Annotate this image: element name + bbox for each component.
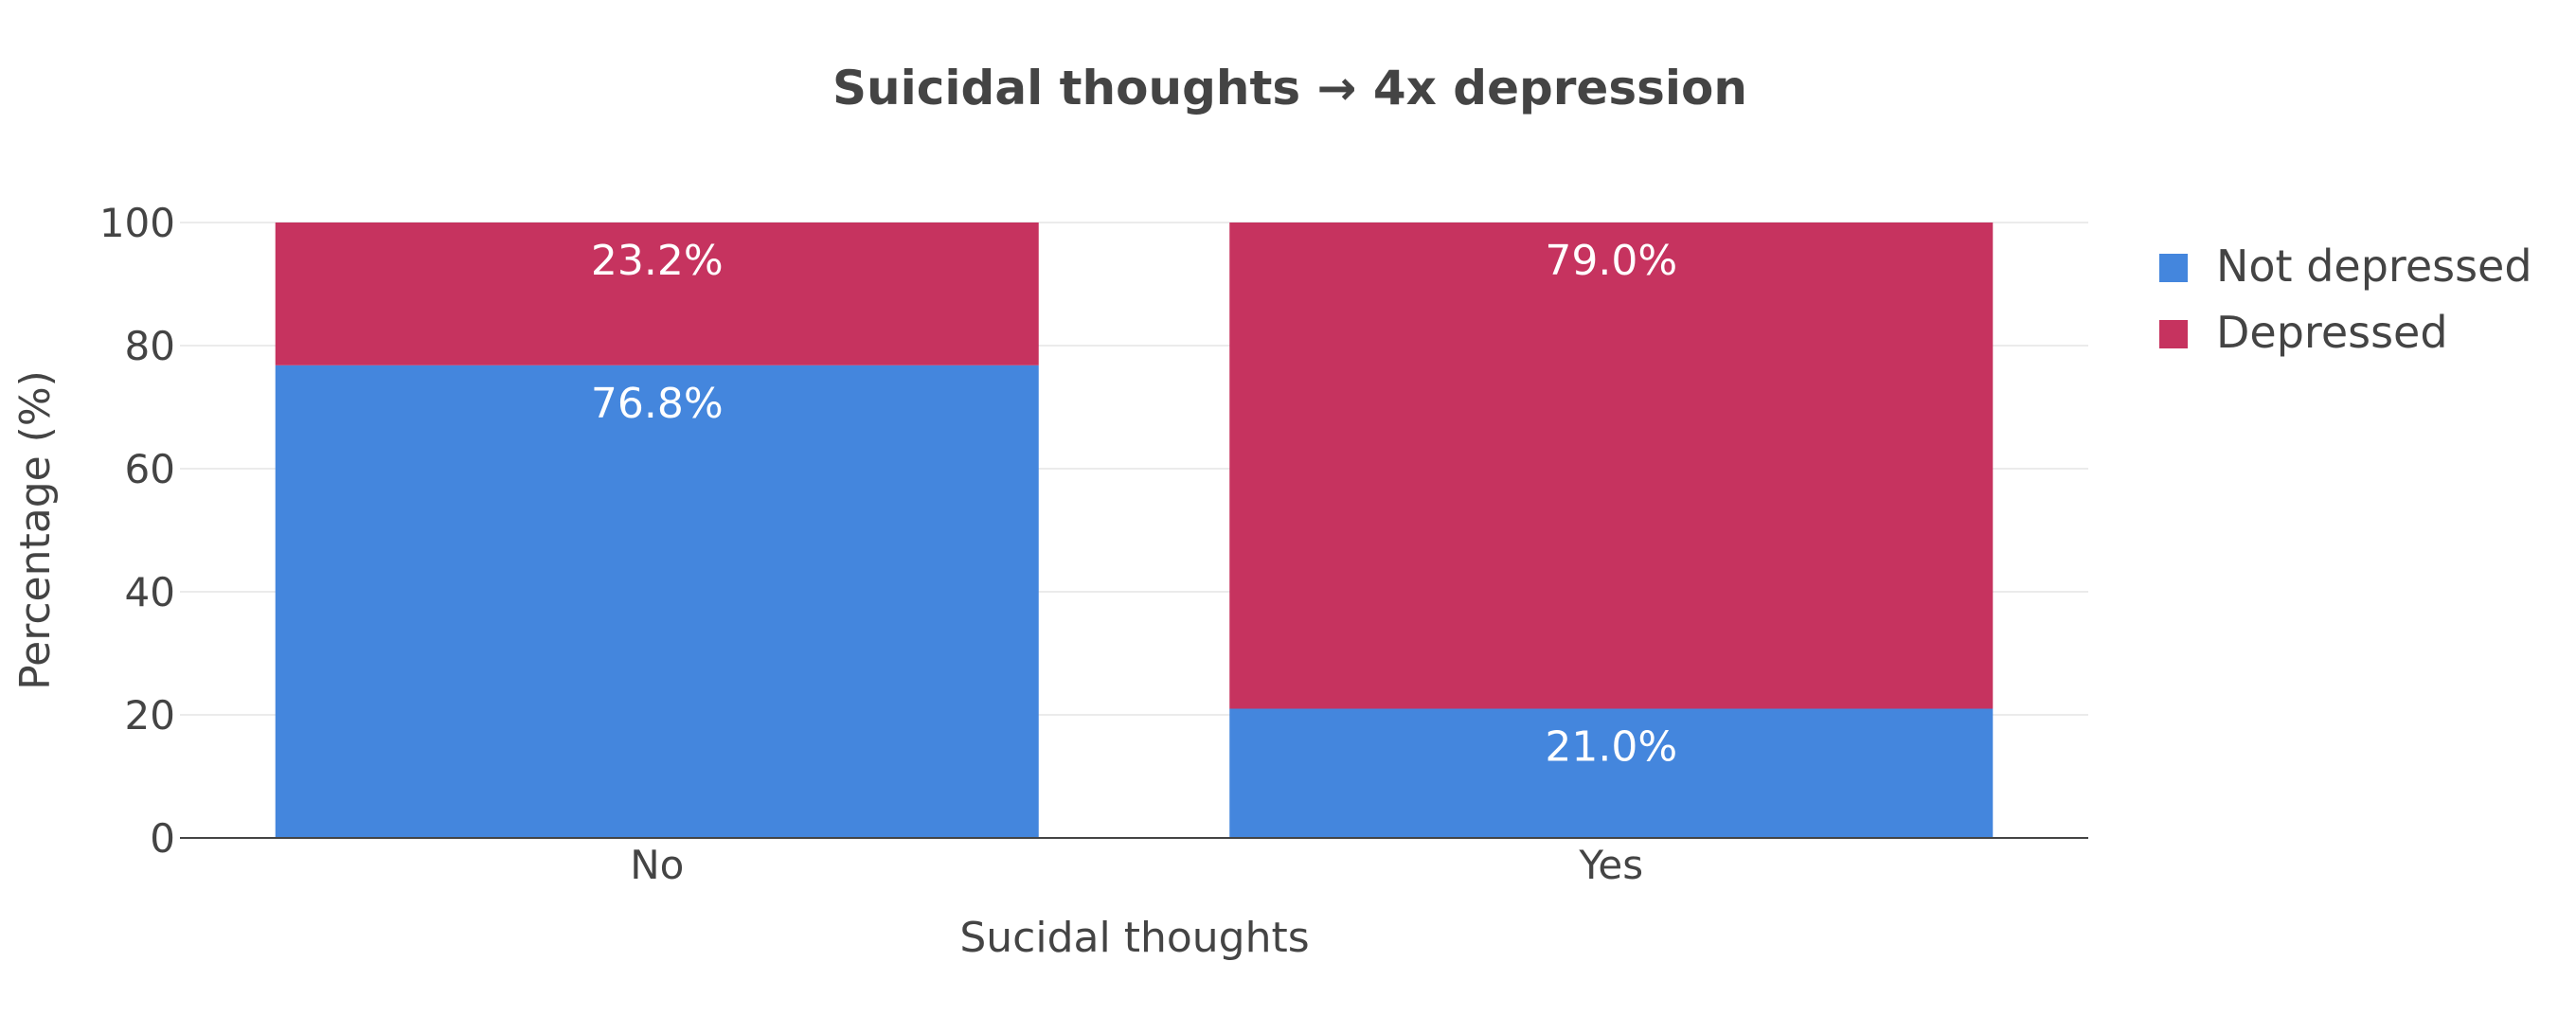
chart-title: Suicidal thoughts → 4x depression: [832, 61, 1747, 116]
data-labels: 76.8% 23.2% 21.0% 79.0%: [591, 237, 1677, 772]
y-tick-label: 100: [99, 200, 175, 246]
bar-segment-not-depressed: [275, 365, 1039, 838]
data-label: 76.8%: [591, 380, 724, 428]
legend-label: Depressed: [2216, 307, 2448, 358]
bar-segment-depressed: [1229, 223, 1994, 709]
y-tick-label: 40: [125, 569, 175, 615]
legend-swatch: [2159, 320, 2188, 348]
data-label: 79.0%: [1545, 237, 1677, 285]
y-tick-label: 80: [125, 323, 175, 369]
x-tick-labels: No Yes: [630, 842, 1643, 888]
y-axis-title: Percentage (%): [11, 370, 60, 690]
legend-swatch: [2159, 254, 2188, 282]
legend: Not depressed Depressed: [2159, 240, 2532, 358]
bar-segment-not-depressed: [1229, 708, 1994, 838]
x-axis-title: Sucidal thoughts: [959, 914, 1309, 962]
legend-label: Not depressed: [2216, 240, 2532, 292]
bars: [275, 223, 1994, 838]
x-tick-label: Yes: [1578, 842, 1643, 888]
data-label: 21.0%: [1545, 723, 1677, 772]
y-tick-label: 20: [125, 692, 175, 739]
y-tick-labels: 0 20 40 60 80 100: [99, 200, 175, 862]
y-tick-label: 0: [150, 815, 175, 862]
y-tick-label: 60: [125, 446, 175, 492]
data-label: 23.2%: [591, 237, 724, 285]
bar-segment-depressed: [275, 223, 1039, 365]
x-tick-label: No: [630, 842, 684, 888]
